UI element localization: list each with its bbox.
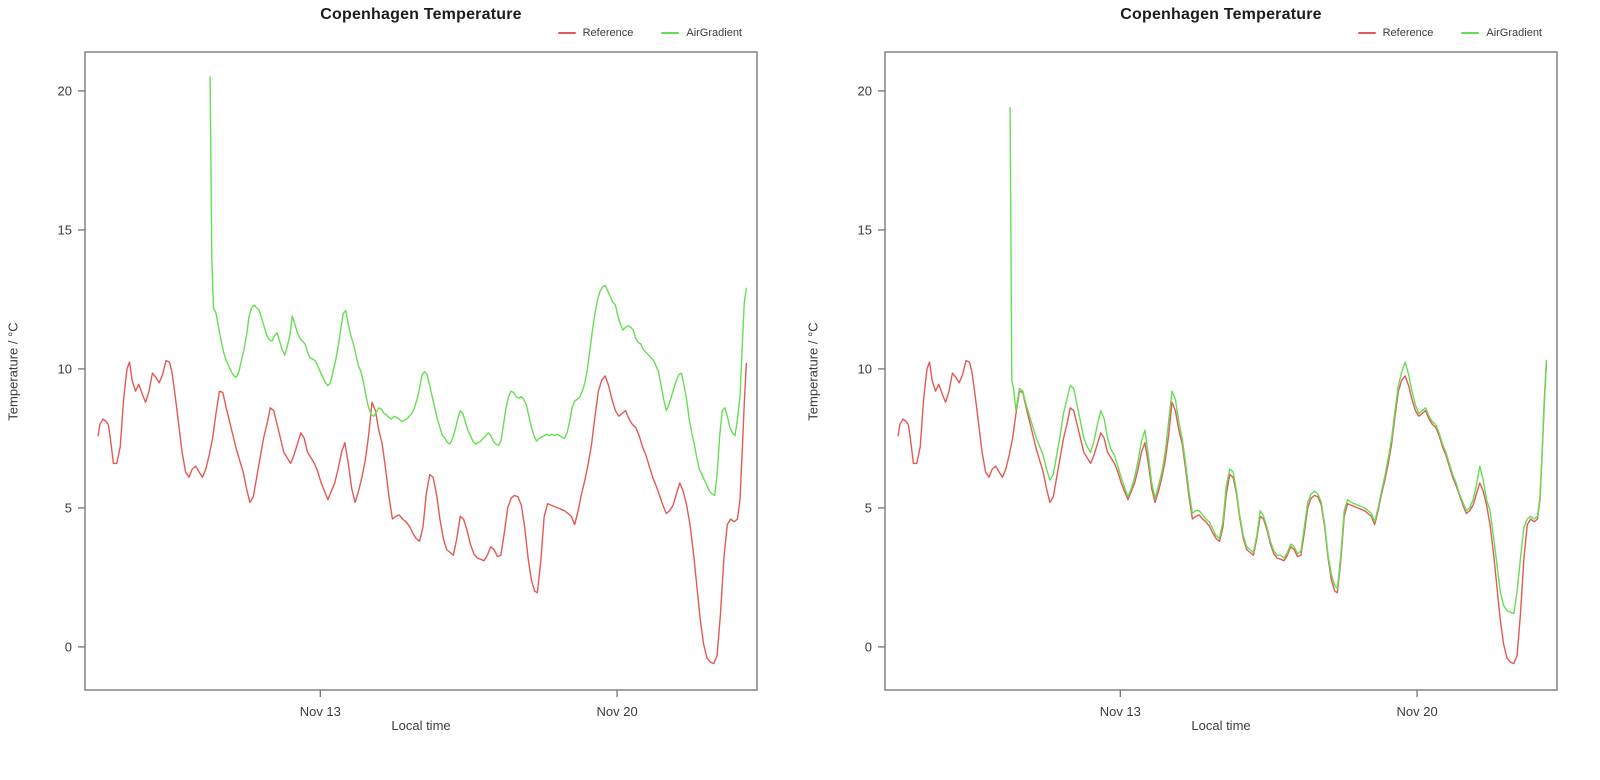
y-axis-label: Temperature / °C: [5, 322, 21, 421]
series-line-reference: [897, 359, 1548, 665]
series-line-airgradient: [209, 76, 748, 497]
x-tick-label: Nov 20: [596, 704, 637, 719]
y-tick-label: 10: [58, 361, 72, 376]
chart-right-corrected-comparison: 0 5 10 15 20 Nov 13 Nov 20 Copenhagen Temperat…: [800, 0, 1600, 780]
chart-left-raw-comparison: 0 5 10 15 20 Nov 13 Nov 20 Copenhagen Temperat…: [5, 6, 758, 733]
y-tick-label: 5: [865, 500, 872, 515]
legend-line-reference-icon: [1357, 32, 1376, 34]
y-tick-label: 5: [65, 500, 72, 515]
y-tick-label: 20: [58, 83, 72, 98]
y-axis-label: Temperature / °C: [805, 322, 821, 421]
x-axis-label: Local time: [1191, 718, 1251, 733]
x-tick-label: Nov 20: [1396, 704, 1437, 719]
chart-title: Copenhagen Temperature: [1120, 6, 1322, 23]
legend-label-airgradient: AirGradient: [686, 27, 742, 39]
legend-line-airgradient-icon: [1461, 32, 1480, 34]
plot-canvas-right: 0 5 10 15 20 Nov 13 Nov 20: [858, 51, 1558, 719]
legend: Reference AirGradient: [1357, 27, 1542, 39]
plot-frame: [884, 51, 1558, 691]
y-tick-label: 15: [858, 222, 872, 237]
plot-canvas-left: 0 5 10 15 20 Nov 13 Nov 20: [58, 51, 758, 719]
legend: Reference AirGradient: [557, 27, 742, 39]
y-tick-label: 15: [58, 222, 72, 237]
y-tick-label: 20: [858, 83, 872, 98]
legend-label-airgradient: AirGradient: [1486, 27, 1542, 39]
y-tick-label: 10: [858, 361, 872, 376]
y-tick-label: 0: [65, 639, 72, 654]
y-tick-label: 0: [865, 639, 872, 654]
series-line-reference: [97, 359, 748, 665]
series-line-airgradient: [1009, 106, 1548, 615]
chart-title: Copenhagen Temperature: [320, 6, 522, 23]
legend-line-airgradient-icon: [661, 32, 680, 34]
x-axis-label: Local time: [391, 718, 451, 733]
legend-line-reference-icon: [557, 32, 576, 34]
x-tick-label: Nov 13: [1100, 704, 1141, 719]
legend-label-reference: Reference: [582, 27, 634, 39]
legend-label-reference: Reference: [1382, 27, 1434, 39]
plot-frame: [84, 51, 758, 691]
x-tick-label: Nov 13: [300, 704, 341, 719]
